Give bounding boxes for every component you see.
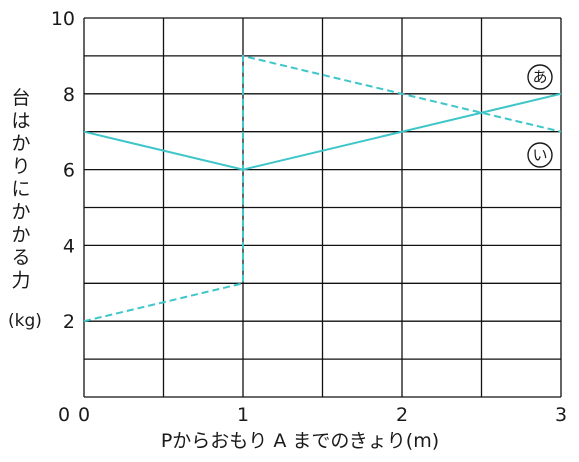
y-axis-title-char: 台 — [11, 87, 30, 109]
series-label-あ: あ — [532, 68, 547, 86]
x-tick-label: 0 — [78, 404, 90, 426]
series-labels: あい — [527, 64, 553, 168]
y-axis-unit: (kg) — [8, 311, 42, 331]
x-tick-label: 2 — [396, 404, 408, 426]
x-tick-label: 1 — [237, 404, 249, 426]
origin-label: 0 — [58, 404, 70, 426]
series-layer — [83, 54, 562, 323]
y-axis-title-char: か — [11, 201, 30, 223]
y-axis-title-char: は — [11, 110, 30, 132]
y-axis-title-char: 力 — [11, 269, 30, 291]
y-tick-label: 2 — [63, 311, 75, 333]
y-tick-labels: 2 4 6 8 10 0 — [51, 8, 75, 426]
y-axis-title-char: る — [11, 247, 30, 269]
y-axis-title-char: り — [11, 155, 30, 177]
y-axis-title-char: に — [11, 178, 30, 200]
series-label-circle — [527, 64, 553, 90]
y-tick-label: 10 — [51, 8, 75, 30]
series-label-circle — [527, 142, 553, 168]
x-axis-title: Pからおもり A までのきょり(m) — [161, 430, 439, 452]
y-tick-label: 4 — [63, 235, 75, 257]
series-label-い: い — [532, 146, 547, 164]
grid — [83, 17, 562, 398]
x-tick-labels: 0 1 2 3 — [78, 404, 567, 426]
x-tick-label: 3 — [555, 404, 567, 426]
y-tick-label: 8 — [63, 84, 75, 106]
y-axis-title-char: か — [11, 224, 30, 246]
series-line-い — [83, 92, 562, 171]
y-tick-label: 6 — [63, 160, 75, 182]
y-axis-title-char: か — [11, 133, 30, 155]
